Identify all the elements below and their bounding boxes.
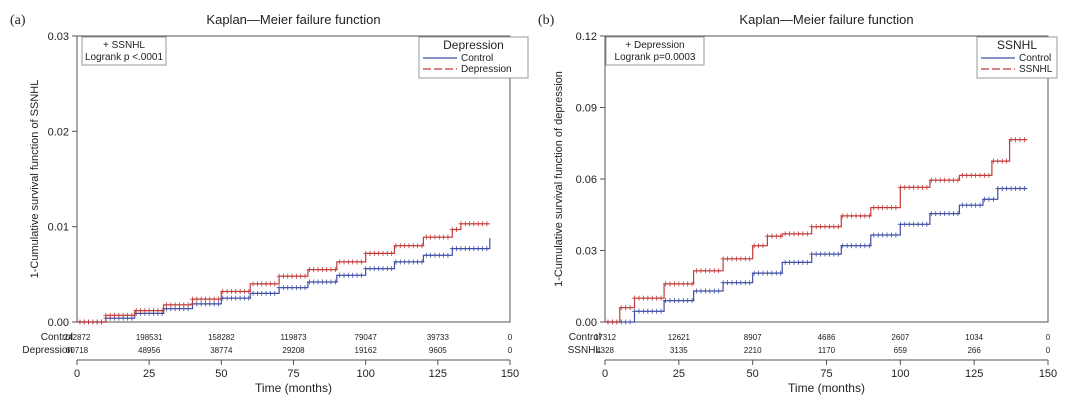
x-tick-label: 75 bbox=[820, 368, 832, 380]
panel-label: (b) bbox=[538, 13, 555, 28]
risk-value: 0 bbox=[508, 346, 513, 355]
censor-marks-ssnhl bbox=[605, 137, 1027, 325]
risk-value: 3135 bbox=[670, 346, 688, 355]
y-tick-label: 0.06 bbox=[576, 174, 597, 186]
risk-value: 4686 bbox=[818, 333, 836, 342]
annotation-box bbox=[81, 36, 167, 66]
risk-value: 1170 bbox=[818, 346, 836, 355]
censor-marks-depression bbox=[77, 221, 490, 325]
risk-value: 2210 bbox=[744, 346, 762, 355]
x-axis-title: Time (months) bbox=[255, 381, 332, 395]
risk-value: 9605 bbox=[429, 346, 447, 355]
x-axis-title: Time (months) bbox=[788, 381, 865, 395]
risk-value: 8907 bbox=[744, 333, 762, 342]
risk-value: 19162 bbox=[355, 346, 378, 355]
risk-value: 39733 bbox=[427, 333, 450, 342]
annotation-censor-note: + Depression bbox=[625, 40, 684, 51]
risk-value: 12621 bbox=[668, 333, 691, 342]
legend-entry-control: Control bbox=[461, 53, 493, 64]
series-line-control bbox=[77, 238, 491, 323]
annotation-logrank: Logrank p=0.0003 bbox=[615, 52, 696, 63]
risk-value: 17312 bbox=[594, 333, 617, 342]
chart-panel-0: (a) Kaplan—Meier failure function 0.00 0.01… bbox=[10, 12, 529, 395]
x-tick-label: 125 bbox=[965, 368, 983, 380]
risk-value: 242872 bbox=[64, 333, 91, 342]
chart-panel-1: (b) Kaplan—Meier failure function 0.00 0.03… bbox=[538, 12, 1058, 395]
risk-value: 60718 bbox=[66, 346, 89, 355]
chart-title: Kaplan—Meier failure function bbox=[739, 12, 913, 27]
risk-value: 29208 bbox=[282, 346, 305, 355]
risk-row-label: Control bbox=[41, 332, 73, 343]
risk-value: 119873 bbox=[280, 333, 307, 342]
x-tick-label: 0 bbox=[74, 368, 80, 380]
x-tick-label: 0 bbox=[602, 368, 608, 380]
y-tick-label: 0.00 bbox=[48, 317, 69, 329]
y-tick-label: 0.12 bbox=[576, 31, 597, 43]
annotation-logrank: Logrank p <.0001 bbox=[85, 52, 164, 63]
legend-entry-control: Control bbox=[1019, 53, 1051, 64]
legend-title: Depression bbox=[443, 38, 504, 52]
y-tick-label: 0.03 bbox=[48, 31, 69, 43]
risk-row-label: Depression bbox=[22, 345, 73, 356]
x-tick-label: 100 bbox=[356, 368, 374, 380]
x-tick-label: 75 bbox=[287, 368, 299, 380]
legend-entry-ssnhl: SSNHL bbox=[1019, 64, 1053, 75]
x-tick-label: 50 bbox=[215, 368, 227, 380]
risk-value: 4328 bbox=[596, 346, 614, 355]
x-tick-label: 50 bbox=[747, 368, 759, 380]
x-tick-label: 150 bbox=[1039, 368, 1057, 380]
series-line-depression bbox=[77, 223, 490, 323]
plot-area bbox=[604, 35, 1049, 323]
annotation-censor-note: + SSNHL bbox=[103, 40, 145, 51]
risk-value: 48956 bbox=[138, 346, 161, 355]
y-tick-label: 0.00 bbox=[576, 317, 597, 329]
risk-value: 266 bbox=[967, 346, 981, 355]
x-tick-label: 100 bbox=[891, 368, 909, 380]
y-axis-title: 1-Cumulative survival function of depres… bbox=[553, 71, 565, 287]
y-tick-label: 0.03 bbox=[576, 246, 597, 258]
plot-area bbox=[76, 35, 511, 323]
y-axis-title: 1-Cumulative survival function of SSNHL bbox=[29, 80, 41, 279]
risk-value: 1034 bbox=[965, 333, 983, 342]
risk-row-label: SSNHL bbox=[568, 345, 602, 356]
y-tick-label: 0.09 bbox=[576, 103, 597, 115]
legend-title: SSNHL bbox=[997, 38, 1037, 52]
risk-value: 0 bbox=[1046, 346, 1051, 355]
risk-value: 0 bbox=[1046, 333, 1051, 342]
chart-title: Kaplan—Meier failure function bbox=[206, 12, 380, 27]
risk-value: 198531 bbox=[136, 333, 163, 342]
panel-label: (a) bbox=[10, 13, 26, 28]
annotation-box bbox=[605, 36, 705, 66]
risk-value: 659 bbox=[894, 346, 908, 355]
censor-marks-control bbox=[77, 246, 490, 325]
risk-value: 2607 bbox=[891, 333, 909, 342]
censor-marks-control bbox=[605, 186, 1027, 325]
y-tick-label: 0.02 bbox=[48, 126, 69, 138]
risk-value: 158282 bbox=[208, 333, 235, 342]
x-tick-label: 150 bbox=[501, 368, 519, 380]
x-tick-label: 25 bbox=[673, 368, 685, 380]
risk-value: 0 bbox=[508, 333, 513, 342]
y-tick-label: 0.01 bbox=[48, 222, 69, 234]
x-tick-label: 25 bbox=[143, 368, 155, 380]
series-line-ssnhl bbox=[605, 139, 1028, 323]
legend-entry-depression: Depression bbox=[461, 64, 512, 75]
risk-value: 79047 bbox=[355, 333, 378, 342]
risk-row-label: Control bbox=[569, 332, 601, 343]
x-tick-label: 125 bbox=[429, 368, 447, 380]
risk-value: 38774 bbox=[210, 346, 233, 355]
